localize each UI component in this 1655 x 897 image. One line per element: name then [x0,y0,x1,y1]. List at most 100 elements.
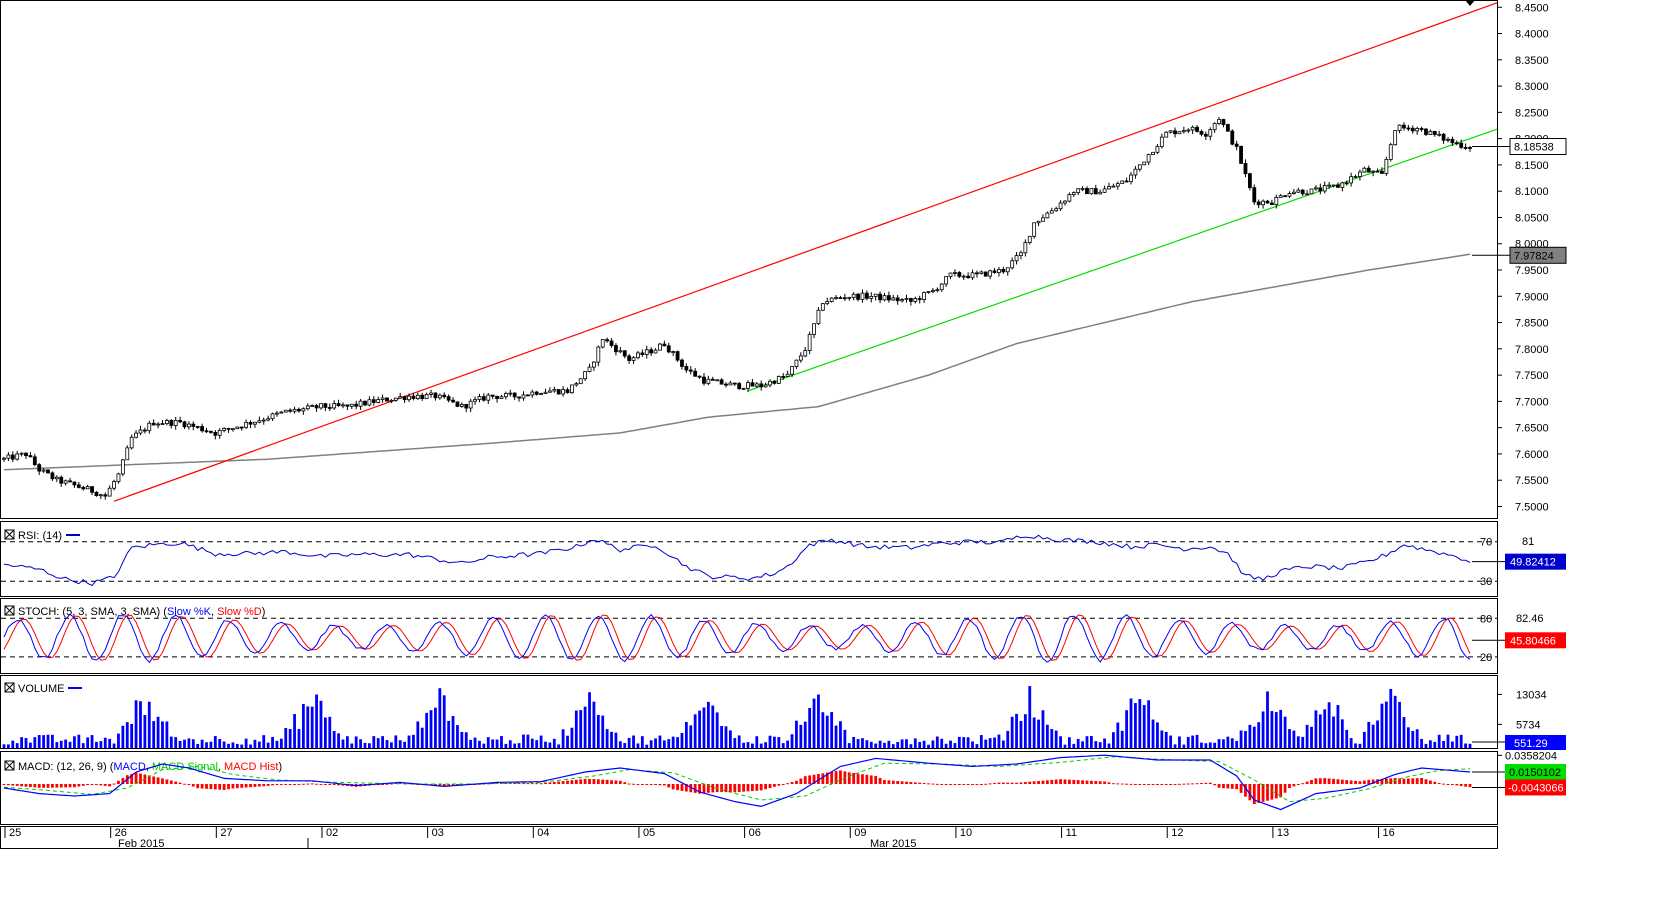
macd-hist-bar [535,783,539,785]
chart-canvas: RSI: (14) STOCH: (5, 3, SMA, 3, SMA) (Sl… [0,0,1567,850]
candle-body [816,309,821,325]
candle [1393,130,1398,146]
macd-hist-bar [315,783,318,785]
scroll-marker-icon[interactable] [1465,0,1475,6]
macd-hist-bar [328,784,332,785]
stoch-paren-close: ) [262,606,266,618]
candle [1102,185,1107,194]
candle-body [1397,124,1402,131]
macd-hist-bar [684,784,688,792]
macd-hist-bar [337,784,340,786]
candle [931,287,935,294]
volume-bar [618,741,622,748]
macd-hist-bar [1120,783,1124,785]
stoch-close-icon[interactable] [4,605,15,616]
candle-body [1296,189,1301,193]
volume-bar [1279,709,1283,748]
candle [301,407,306,415]
candle [398,392,403,399]
candle [1115,181,1120,190]
volume-bar [306,706,310,748]
candle-body [28,455,33,458]
candle [1256,199,1261,209]
candle-body [248,421,253,425]
candle-body [1252,187,1257,203]
candle-body [76,484,81,488]
candle-body [2,457,6,460]
macd-hist-bar [1270,784,1274,800]
macd-hist-bar [249,784,252,788]
macd-hist-bar [662,784,666,786]
candle [561,386,566,397]
macd-hist-bar [323,784,327,785]
volume-bar [442,695,446,748]
volume-bar [59,740,63,748]
candle [812,323,816,339]
volume-bar [398,740,402,748]
candle-body [622,350,627,357]
candle [834,295,838,300]
candle-body [596,346,601,363]
macd-hist-bar [209,784,213,790]
macd-hist-bar [632,783,635,785]
macd-hist-bar [271,784,274,786]
macd-hist-bar [803,776,807,784]
sma-line [3,253,1471,471]
volume-bar [601,715,605,748]
macd-hist-bar [381,784,385,785]
candle [596,345,601,367]
volume-bar [429,710,433,748]
day-label: 16 [1383,827,1395,839]
macd-hist-bar [293,784,296,785]
candle [1071,191,1076,198]
volume-bar [649,740,653,748]
volume-bar [1301,736,1305,748]
candle-body [605,339,610,342]
candle [864,290,869,301]
macd-hist-bar [711,784,715,793]
volume-bar [15,743,19,748]
candle [54,475,59,482]
candle-body [710,378,715,381]
candle [1045,211,1050,219]
volume-bar [284,727,288,748]
rsi-close-icon[interactable] [4,529,15,540]
macd-hist-bar [1455,784,1459,786]
candle-body [129,436,134,449]
candle [975,270,979,278]
candle-body [1190,126,1195,131]
candle-body [680,359,684,367]
candle-body [583,371,588,380]
candle-body [561,389,566,395]
candle [1366,165,1371,173]
candle-body [508,392,513,395]
rsi-level-label: 70 [1480,537,1492,549]
macd-hist-bar [64,784,68,788]
macd-hist-bar [1217,784,1221,788]
macd-hist-bar [962,784,966,785]
volume-bar [1226,736,1230,748]
candle-body [376,399,381,403]
macd-close-icon[interactable] [4,760,15,771]
candle-body [556,389,561,395]
candle-body [534,391,539,395]
volume-bar [332,730,336,748]
candle-body [499,396,504,399]
candle [825,297,830,306]
macd-hist-bar [1204,782,1208,784]
candle-body [473,399,477,402]
candle [173,417,178,430]
volume-bar [1261,711,1265,748]
macd-hist-bar [601,779,605,784]
candle [429,389,433,398]
candle-body [495,395,499,399]
candle-body [1424,128,1428,135]
candle [1080,186,1085,192]
candle-body [1001,269,1006,273]
candle [790,366,794,378]
macd-hist-bar [275,784,279,785]
candle-body [706,378,711,384]
volume-close-icon[interactable] [4,682,15,693]
macd-legend: MACD [113,761,145,773]
macd-hist-bar [927,783,930,785]
